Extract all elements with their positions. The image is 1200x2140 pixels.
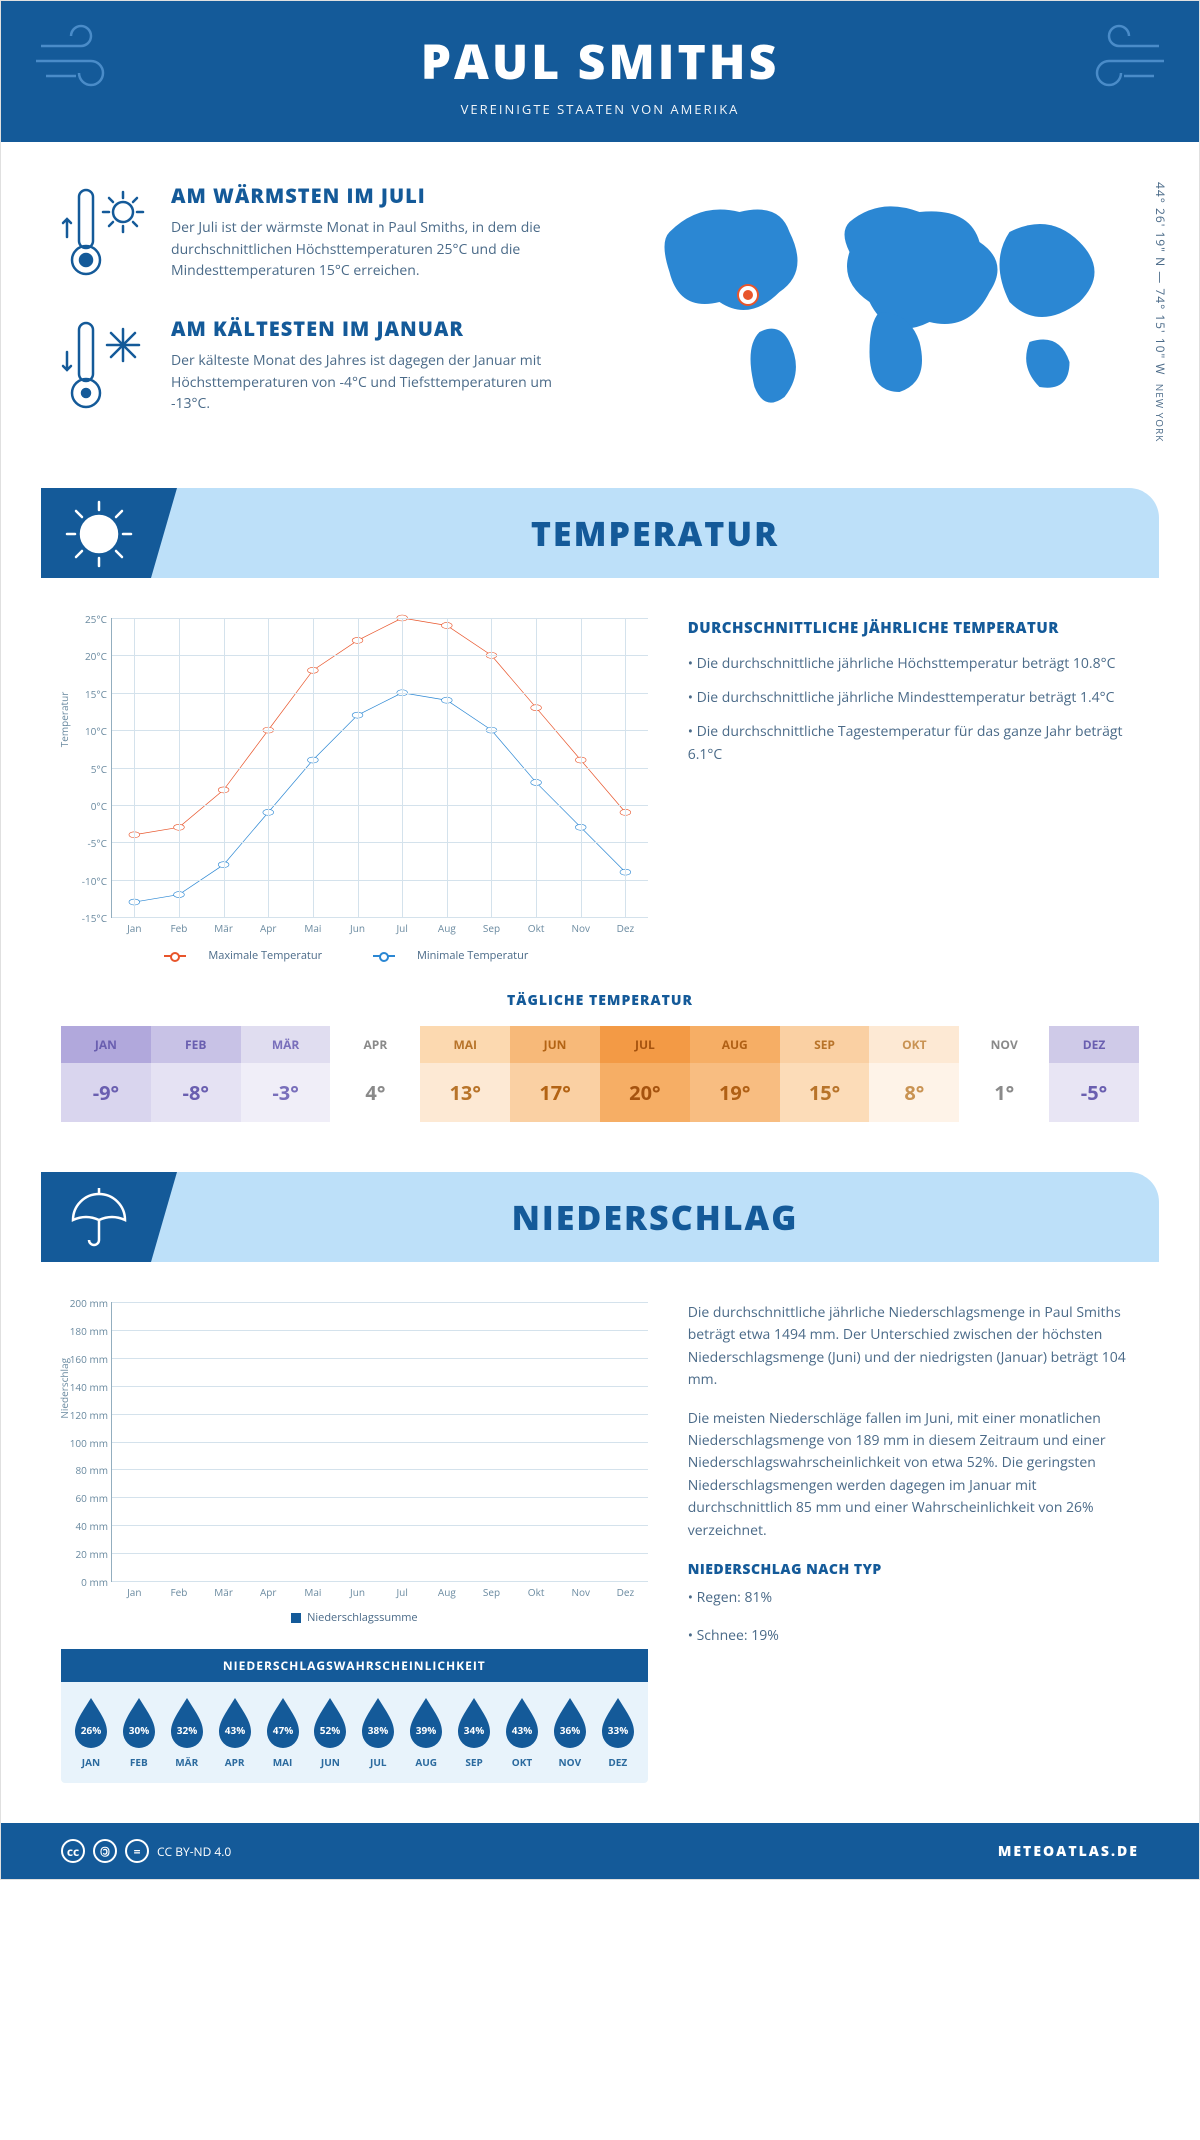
chart-legend: Maximale Temperatur Minimale Temperatur <box>61 948 648 963</box>
svg-text:33%: 33% <box>608 1723 628 1737</box>
coldest-text: Der kälteste Monat des Jahres ist dagege… <box>171 350 580 415</box>
temp-cell: AUG 19° <box>690 1026 780 1122</box>
precip-heading: NIEDERSCHLAG <box>151 1194 1159 1240</box>
footer: cc 🄯 = CC BY-ND 4.0 METEOATLAS.DE <box>1 1823 1199 1879</box>
wind-icon <box>1079 21 1169 96</box>
precip-drop: 26%JAN <box>69 1696 113 1769</box>
precip-probability-box: NIEDERSCHLAGSWAHRSCHEINLICHKEIT 26%JAN30… <box>61 1649 648 1783</box>
coldest-block: AM KÄLTESTEN IM JANUAR Der kälteste Mona… <box>61 315 580 420</box>
license: cc 🄯 = CC BY-ND 4.0 <box>61 1839 231 1863</box>
temp-cell: DEZ -5° <box>1049 1026 1139 1122</box>
daily-temp-title: TÄGLICHE TEMPERATUR <box>61 991 1139 1010</box>
warmest-title: AM WÄRMSTEN IM JULI <box>171 182 580 209</box>
precip-type-title: NIEDERSCHLAG NACH TYP <box>688 1560 1139 1579</box>
temperature-line-chart: Temperatur -15°C-10°C-5°C0°C5°C10°C15°C2… <box>111 618 648 918</box>
avg-low: • Die durchschnittliche jährliche Mindes… <box>688 686 1139 710</box>
precip-drop: 36%NOV <box>548 1696 592 1769</box>
precip-drop: 43%APR <box>213 1696 257 1769</box>
temp-cell: MAI 13° <box>420 1026 510 1122</box>
temp-cell: APR 4° <box>330 1026 420 1122</box>
svg-text:39%: 39% <box>416 1723 436 1737</box>
daily-temp-grid: JAN -9°FEB -8°MÄR -3°APR 4°MAI 13°JUN 17… <box>61 1026 1139 1122</box>
svg-text:34%: 34% <box>464 1723 484 1737</box>
precip-drop: 38%JUL <box>356 1696 400 1769</box>
bar-legend: Niederschlagssumme <box>61 1610 648 1625</box>
precip-text-2: Die meisten Niederschläge fallen im Juni… <box>688 1408 1139 1542</box>
header: PAUL SMITHS VEREINIGTE STAATEN VON AMERI… <box>1 1 1199 142</box>
temp-cell: JAN -9° <box>61 1026 151 1122</box>
temp-cell: OKT 8° <box>869 1026 959 1122</box>
svg-text:38%: 38% <box>368 1723 388 1737</box>
warmest-text: Der Juli ist der wärmste Monat in Paul S… <box>171 217 580 282</box>
temp-cell: FEB -8° <box>151 1026 241 1122</box>
thermometer-snow-icon <box>61 315 151 420</box>
precip-bar-chart: Niederschlag 0 mm20 mm40 mm60 mm80 mm100… <box>111 1302 648 1582</box>
brand: METEOATLAS.DE <box>998 1842 1139 1861</box>
svg-text:36%: 36% <box>560 1723 580 1737</box>
temperature-heading: TEMPERATUR <box>151 510 1159 556</box>
precip-drop: 52%JUN <box>308 1696 352 1769</box>
coldest-title: AM KÄLTESTEN IM JANUAR <box>171 315 580 342</box>
location-title: PAUL SMITHS <box>61 29 1139 94</box>
svg-text:47%: 47% <box>272 1723 292 1737</box>
precip-drop: 43%OKT <box>500 1696 544 1769</box>
precip-rain: • Regen: 81% <box>688 1587 1139 1609</box>
temp-cell: SEP 15° <box>780 1026 870 1122</box>
precip-drop: 47%MAI <box>261 1696 305 1769</box>
avg-temp-title: DURCHSCHNITTLICHE JÄHRLICHE TEMPERATUR <box>688 618 1139 638</box>
precip-section-head: NIEDERSCHLAG <box>41 1172 1159 1262</box>
temp-cell: MÄR -3° <box>241 1026 331 1122</box>
coordinates: 44° 26' 19" N — 74° 15' 10" W NEW YORK <box>1152 182 1169 442</box>
svg-text:30%: 30% <box>129 1723 149 1737</box>
svg-text:52%: 52% <box>320 1723 340 1737</box>
svg-text:26%: 26% <box>81 1723 101 1737</box>
warmest-block: AM WÄRMSTEN IM JULI Der Juli ist der wär… <box>61 182 580 287</box>
prob-title: NIEDERSCHLAGSWAHRSCHEINLICHKEIT <box>61 1649 648 1682</box>
precip-drop: 33%DEZ <box>596 1696 640 1769</box>
temp-cell: NOV 1° <box>959 1026 1049 1122</box>
precip-text-1: Die durchschnittliche jährliche Niedersc… <box>688 1302 1139 1392</box>
umbrella-icon <box>61 1180 137 1261</box>
temperature-section-head: TEMPERATUR <box>41 488 1159 578</box>
avg-high: • Die durchschnittliche jährliche Höchst… <box>688 652 1139 676</box>
sun-icon <box>61 496 137 577</box>
svg-text:32%: 32% <box>176 1723 196 1737</box>
world-map <box>620 182 1139 412</box>
svg-text:43%: 43% <box>224 1723 244 1737</box>
by-icon: 🄯 <box>93 1839 117 1863</box>
precip-snow: • Schnee: 19% <box>688 1625 1139 1647</box>
temp-cell: JUL 20° <box>600 1026 690 1122</box>
location-country: VEREINIGTE STAATEN VON AMERIKA <box>61 100 1139 118</box>
temp-cell: JUN 17° <box>510 1026 600 1122</box>
wind-icon <box>31 21 121 96</box>
precip-drop: 34%SEP <box>452 1696 496 1769</box>
avg-daily: • Die durchschnittliche Tagestemperatur … <box>688 720 1139 768</box>
map-pin-icon <box>739 286 757 304</box>
precip-drop: 30%FEB <box>117 1696 161 1769</box>
cc-icon: cc <box>61 1839 85 1863</box>
thermometer-sun-icon <box>61 182 151 287</box>
precip-drop: 32%MÄR <box>165 1696 209 1769</box>
svg-text:43%: 43% <box>512 1723 532 1737</box>
precip-drop: 39%AUG <box>404 1696 448 1769</box>
nd-icon: = <box>125 1839 149 1863</box>
